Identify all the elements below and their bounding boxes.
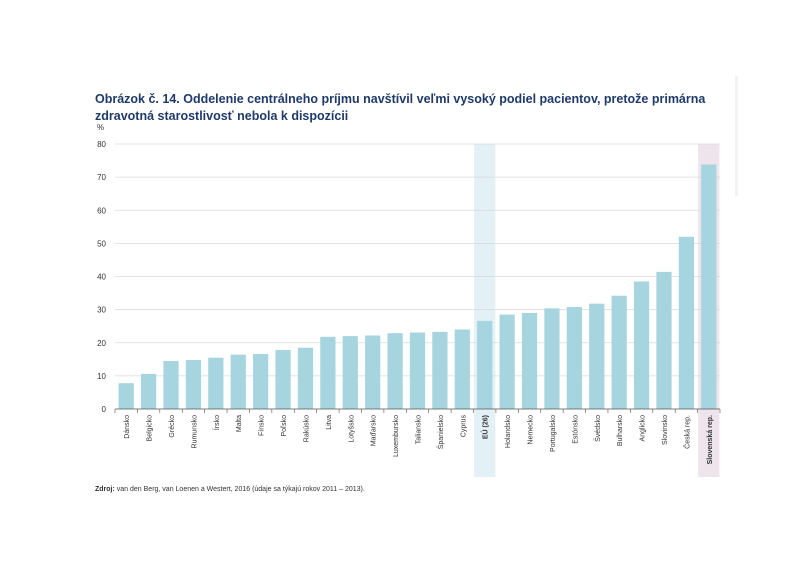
x-tick-label: Malta [236,415,243,432]
x-tick-label: Litva [326,415,333,430]
bar [701,164,717,409]
chart-title: Obrázok č. 14. Oddelenie centrálneho prí… [95,92,706,123]
x-tick-label: Grécko [169,415,176,438]
bar [432,331,448,409]
bar [454,329,470,409]
source-note: Zdroj: van den Berg, van Loenen a Wester… [95,486,365,493]
y-axis-label: % [97,123,104,132]
x-tick-label: Rumunsko [191,415,198,449]
x-tick-label: Lotyšsko [348,415,355,443]
x-tick-label: Maďarsko [371,415,378,446]
x-tick-label: Írsko [212,415,221,430]
x-tick-label: Slovenská rep. [707,415,714,464]
x-tick-label: Švédsko [593,415,602,442]
bar [409,332,426,409]
y-tick-label: 30 [97,306,106,315]
source-label: Zdroj: [95,486,115,493]
bar [678,236,695,409]
bar [589,303,605,409]
y-tick-label: 40 [97,273,106,282]
x-tick-label: Bulharsko [617,415,624,446]
y-tick-label: 70 [97,173,106,182]
bar [365,335,381,409]
x-tick-label: Poľsko [281,415,288,437]
x-tick-label: Cyprus [460,415,467,438]
x-tick-label: Portugalsko [550,415,557,452]
bar [163,360,179,409]
x-tick-label: Španielsko [436,415,445,449]
y-tick-label: 50 [97,239,106,248]
x-tick-label: Taliansko [416,415,423,444]
y-tick-label: 10 [97,372,106,381]
bar [185,359,202,409]
bar [499,314,515,409]
bar [320,336,336,409]
x-tick-label: Slovinsko [662,415,669,445]
page-edge-line [735,76,738,196]
x-tick-label: Nemecko [528,415,535,445]
bar [611,295,627,409]
source-text: van den Berg, van Loenen a Westert, 2016… [114,486,365,493]
bar [297,347,314,409]
bar [342,336,358,409]
bar [208,357,224,409]
x-tick-label: Fínsko [259,415,266,436]
x-tick-label: Estónsko [572,415,579,444]
bar [521,312,538,409]
bar [230,354,246,409]
bar [140,373,157,409]
bar [656,271,672,409]
bar [387,333,403,409]
x-tick-label: EÚ (26) [481,415,490,439]
y-tick-label: 60 [97,206,106,215]
x-tick-label: Dánsko [124,415,131,439]
y-tick-label: 80 [97,140,106,149]
bar [477,320,493,409]
x-tick-label: Česká rep. [682,415,691,449]
x-tick-label: Rakúsko [303,415,310,442]
bar [118,383,134,409]
x-tick-label: Belgicko [147,415,154,442]
bar [566,306,582,409]
x-tick-label: Anglicko [640,415,647,442]
y-tick-label: 0 [102,405,107,414]
x-tick-label: Luxembursko [393,415,400,457]
bar [633,281,650,409]
bar [253,354,269,409]
x-tick-label: Holandsko [505,415,512,448]
bar [275,350,291,409]
y-tick-label: 20 [97,339,106,348]
bar [544,308,560,409]
